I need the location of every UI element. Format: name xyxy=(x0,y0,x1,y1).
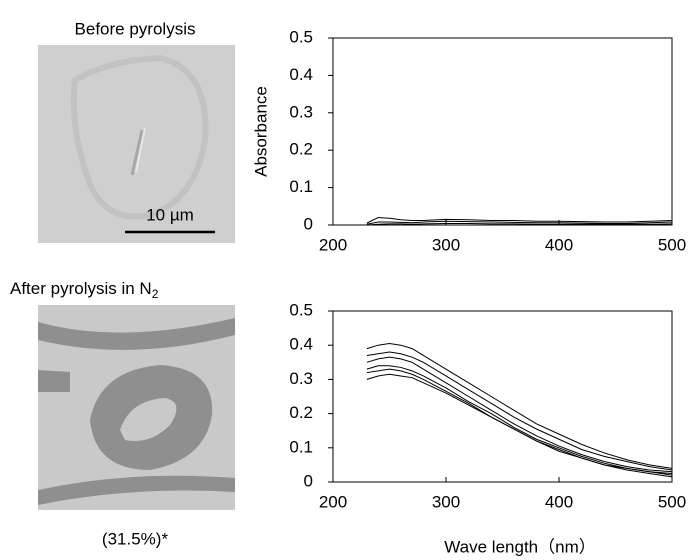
x-tick-label: 500 xyxy=(658,235,686,254)
x-tick-label: 400 xyxy=(545,492,573,511)
x-tick-label: 300 xyxy=(432,235,460,254)
micrograph-after xyxy=(38,305,235,510)
y-tick-label: 0.3 xyxy=(289,369,313,388)
y-tick-label: 0 xyxy=(304,471,313,490)
y-tick-label: 0.4 xyxy=(289,65,313,84)
y-tick-label: 0.1 xyxy=(289,437,313,456)
scale-bar-label: 10 µm xyxy=(146,205,194,224)
image-title: After pyrolysis in N2 xyxy=(10,279,159,301)
y-tick-label: 0.4 xyxy=(289,335,313,354)
y-tick-label: 0.2 xyxy=(289,403,313,422)
image-title: Before pyrolysis xyxy=(75,19,196,38)
x-axis-label: Wave length（nm） xyxy=(444,537,595,556)
line-series xyxy=(366,356,673,473)
plot-frame xyxy=(332,37,673,226)
y-tick-label: 0.1 xyxy=(289,177,313,196)
line-series xyxy=(366,373,673,478)
y-tick-label: 0.5 xyxy=(289,27,313,46)
image-title-subscript: 2 xyxy=(152,287,159,301)
line-series xyxy=(366,223,673,226)
image-title-text: After pyrolysis in N xyxy=(10,279,152,298)
y-axis-label: Absorbance xyxy=(251,86,270,177)
micrograph-before xyxy=(38,45,235,243)
y-tick-label: 0.3 xyxy=(289,102,313,121)
line-series xyxy=(366,365,673,474)
line-series xyxy=(366,342,673,469)
plot-frame xyxy=(332,310,673,483)
y-tick-label: 0.5 xyxy=(289,300,313,319)
image-caption: (31.5%)* xyxy=(102,529,169,548)
x-tick-label: 400 xyxy=(545,235,573,254)
y-tick-label: 0 xyxy=(304,214,313,233)
y-tick-label: 0.2 xyxy=(289,140,313,159)
x-tick-label: 300 xyxy=(432,492,460,511)
x-tick-label: 200 xyxy=(319,492,347,511)
x-tick-label: 500 xyxy=(658,492,686,511)
line-series xyxy=(366,217,673,224)
x-tick-label: 200 xyxy=(319,235,347,254)
line-series xyxy=(366,351,673,471)
